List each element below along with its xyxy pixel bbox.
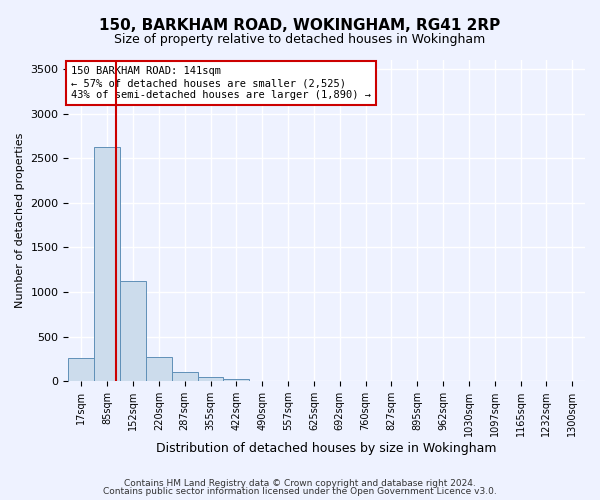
Text: Size of property relative to detached houses in Wokingham: Size of property relative to detached ho…: [115, 32, 485, 46]
Text: 150, BARKHAM ROAD, WOKINGHAM, RG41 2RP: 150, BARKHAM ROAD, WOKINGHAM, RG41 2RP: [100, 18, 500, 32]
Bar: [120, 281, 146, 381]
Bar: [223, 378, 250, 381]
Bar: [146, 356, 172, 381]
Bar: [68, 358, 94, 381]
Bar: [172, 372, 198, 381]
X-axis label: Distribution of detached houses by size in Wokingham: Distribution of detached houses by size …: [157, 442, 497, 455]
Bar: [94, 147, 120, 381]
Text: Contains public sector information licensed under the Open Government Licence v3: Contains public sector information licen…: [103, 487, 497, 496]
Y-axis label: Number of detached properties: Number of detached properties: [15, 133, 25, 308]
Text: 150 BARKHAM ROAD: 141sqm
← 57% of detached houses are smaller (2,525)
43% of sem: 150 BARKHAM ROAD: 141sqm ← 57% of detach…: [71, 66, 371, 100]
Bar: [198, 377, 223, 381]
Text: Contains HM Land Registry data © Crown copyright and database right 2024.: Contains HM Land Registry data © Crown c…: [124, 478, 476, 488]
